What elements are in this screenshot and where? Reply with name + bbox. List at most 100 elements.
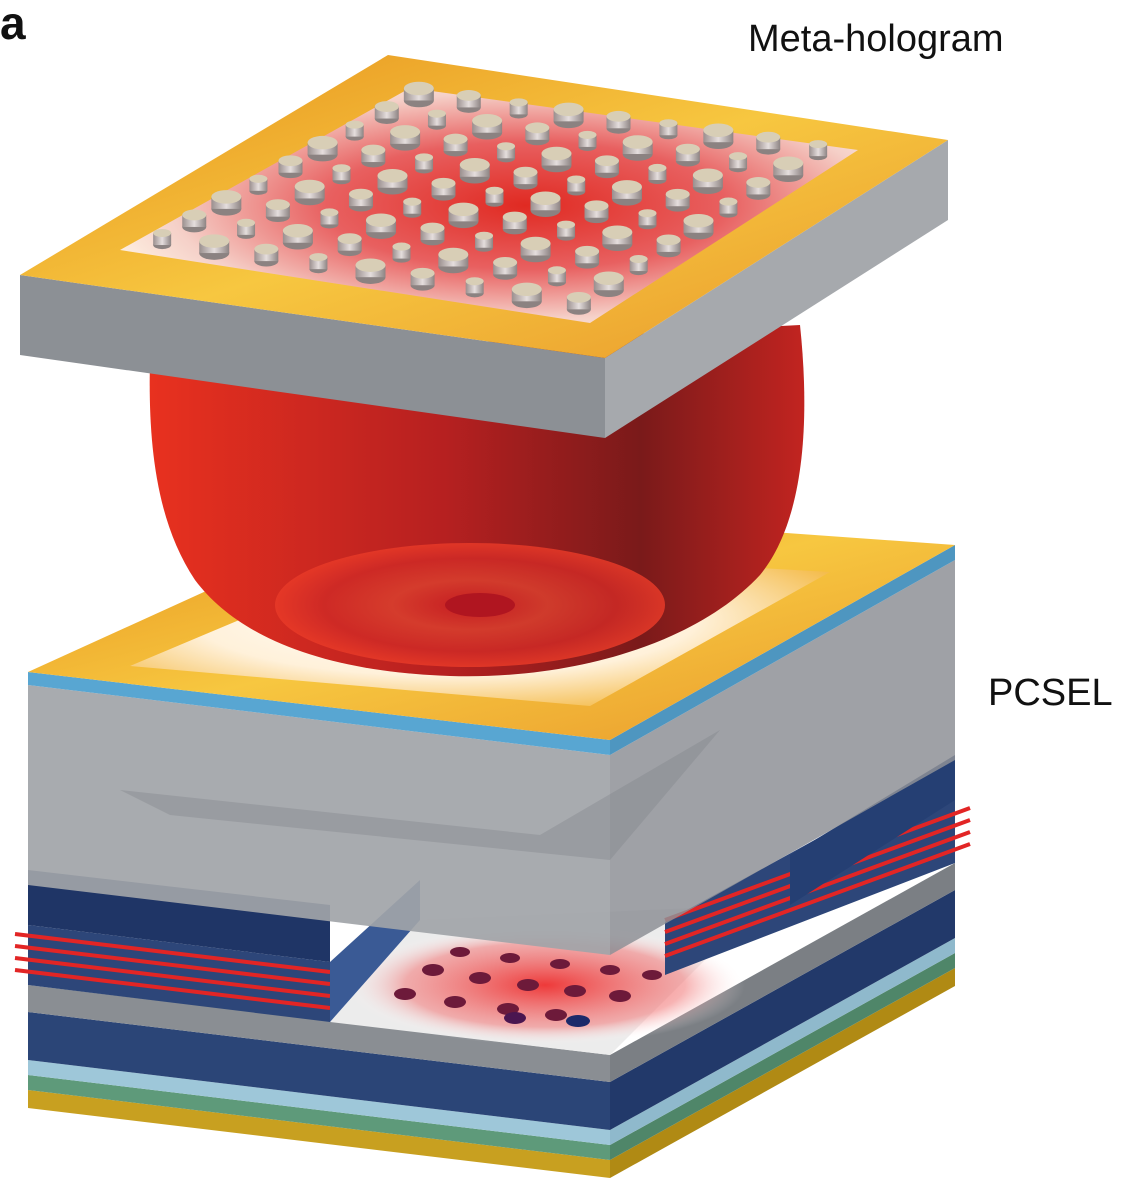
nanopillar [675,143,700,167]
nanopillar [254,243,279,267]
nanopillar [665,188,690,212]
nanopillar [602,225,633,252]
nanopillar [584,200,609,224]
nanopillar [153,228,172,250]
nanopillar [249,174,268,195]
nanopillar [746,177,771,200]
pcsel-navy-bottom-right [610,890,955,1130]
nanopillar [355,258,386,284]
pcsel-gray-mid-front [28,985,610,1082]
nanopillar [182,209,207,233]
nanopillar [541,146,572,173]
nanopillar [659,119,678,140]
nanopillar [809,140,828,161]
cladding-inner-shadow [120,730,720,860]
nanopillar [773,156,804,183]
nanopillar [520,236,551,263]
nanopillar [294,179,325,206]
nanopillar [703,123,734,149]
nanopillar [683,214,714,240]
photonic-crystal-holes [394,947,662,1027]
nanopillar [756,131,781,155]
nanopillar [392,242,411,263]
pcsel-base-green-front [28,1075,610,1160]
nanopillar [578,130,597,151]
pcsel-blue-layer-right [610,545,955,755]
nanopillar [443,133,468,157]
nanopillar [648,163,667,185]
nanopillar [345,120,364,141]
nanopillar [410,267,435,291]
panel-letter: a [0,0,26,49]
nanopillar [509,98,528,119]
nanopillar [692,168,723,194]
nanopillar [377,169,408,195]
nanopillar [513,166,538,190]
nanopillar [265,199,290,223]
nanopillar [211,190,242,216]
nanopillar [307,135,338,162]
nanopillar [438,247,469,274]
quantum-well-lines-left [14,932,331,1010]
nanopillar [459,158,490,184]
pcsel-gray-mid-right [610,863,955,1082]
nanopillar [567,175,586,196]
meta-substrate-front [20,275,605,438]
nanopillar [348,188,373,212]
pcsel-navy-bottom-front [28,1012,610,1130]
nanopillar [638,209,657,230]
nanopillar [502,211,527,235]
nanopillar [472,113,503,140]
nanopillar [493,256,518,280]
nanopillar [309,253,328,274]
nanopillar [431,177,456,201]
nanopillar [656,234,681,258]
nanopillar-array [153,81,828,315]
nanopillar [611,180,642,206]
nanopillar [511,282,542,309]
nanopillar [547,266,566,287]
nanopillar [557,220,576,241]
nanopillar [629,255,648,276]
nanopillar [237,218,256,239]
nanopillar [337,233,362,257]
nanopillar [729,152,748,173]
nanopillar [553,102,584,129]
nanopillar [465,277,484,298]
nanopillar [448,202,479,229]
nanopillar [575,245,600,269]
nanopillar [415,153,434,174]
nanopillar [361,144,386,168]
nanopillar [475,231,494,252]
cladding-right [610,560,955,955]
pcsel-blue-layer-front [28,672,610,755]
nanopillar [365,213,396,239]
cladding-front [28,685,610,955]
pcsel-base-lightblue-right [610,938,955,1145]
pcsel-base-lightblue-front [28,1060,610,1145]
nanopillar [566,291,591,315]
pcsel-base-gold-right [610,968,955,1178]
nanopillar [199,234,230,260]
pcsel-base-gold-front [28,1090,610,1178]
nanopillar [530,191,561,217]
nanopillar [427,109,446,130]
lasing-glow [345,925,745,1045]
pcsel-label: PCSEL [988,672,1113,714]
nanopillar [606,110,631,134]
nanopillar [420,222,445,246]
nanopillar [719,197,738,218]
nanopillar [485,186,504,207]
nanopillar [525,122,550,146]
nanopillar [374,101,399,124]
nanopillar [390,125,421,151]
nanopillar [332,164,351,185]
nanopillar [497,142,516,163]
meta-substrate-right [605,140,948,438]
nanopillar [278,155,303,179]
meta-hologram-device [20,55,948,438]
pcsel-navy-upper-right [790,755,955,905]
pcsel-base-green-right [610,953,955,1160]
nanopillar [594,155,619,179]
nanopillar [622,135,653,161]
